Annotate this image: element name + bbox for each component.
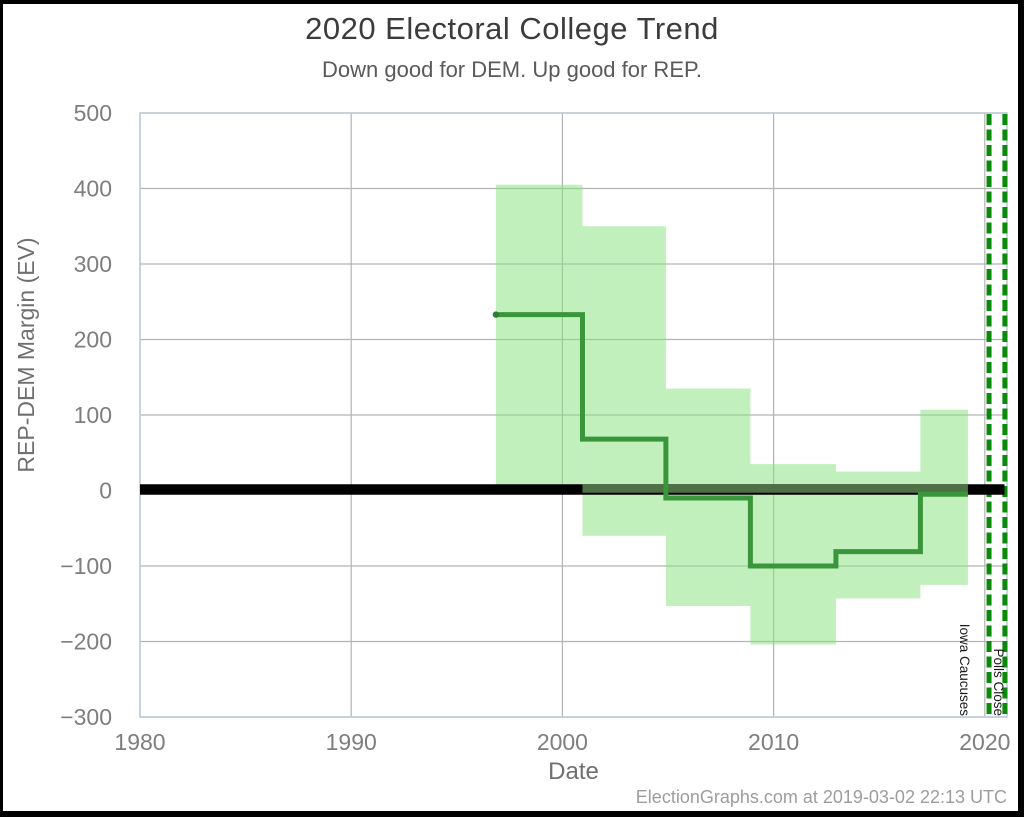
y-tick-label: −200 [60,629,112,655]
y-tick-label: −300 [60,704,112,730]
y-tick-label: 400 [74,176,112,202]
line-start-dot [492,311,500,318]
x-tick-label: 2000 [537,729,588,755]
footer-credit: ElectionGraphs.com at 2019-03-02 22:13 U… [635,787,1007,807]
x-tick-label: 2020 [959,729,1010,755]
chart-title: 2020 Electoral College Trend [305,11,719,46]
y-tick-label: −100 [60,553,112,579]
x-tick-label: 2010 [748,729,799,755]
y-tick-label: 300 [74,251,112,277]
y-tick-label: 100 [74,402,112,428]
event-label-iowa-caucuses: Iowa Caucuses [957,624,972,717]
best-case-band-segment [920,409,968,585]
chart-subtitle: Down good for DEM. Up good for REP. [322,57,702,82]
x-axis-label: Date [548,758,599,785]
x-tick-label: 1980 [114,729,165,755]
event-label-polls-close: Polls Close [991,648,1006,716]
y-tick-label: 500 [74,100,112,126]
expected-margin-line [495,312,968,569]
y-axis-label: REP-DEM Margin (EV) [13,237,39,472]
y-tick-label: 0 [99,478,112,504]
best-case-band-segment [495,184,583,486]
y-tick-label: 200 [74,327,112,353]
x-tick-label: 1990 [326,729,377,755]
best-case-band-segment [582,226,666,536]
